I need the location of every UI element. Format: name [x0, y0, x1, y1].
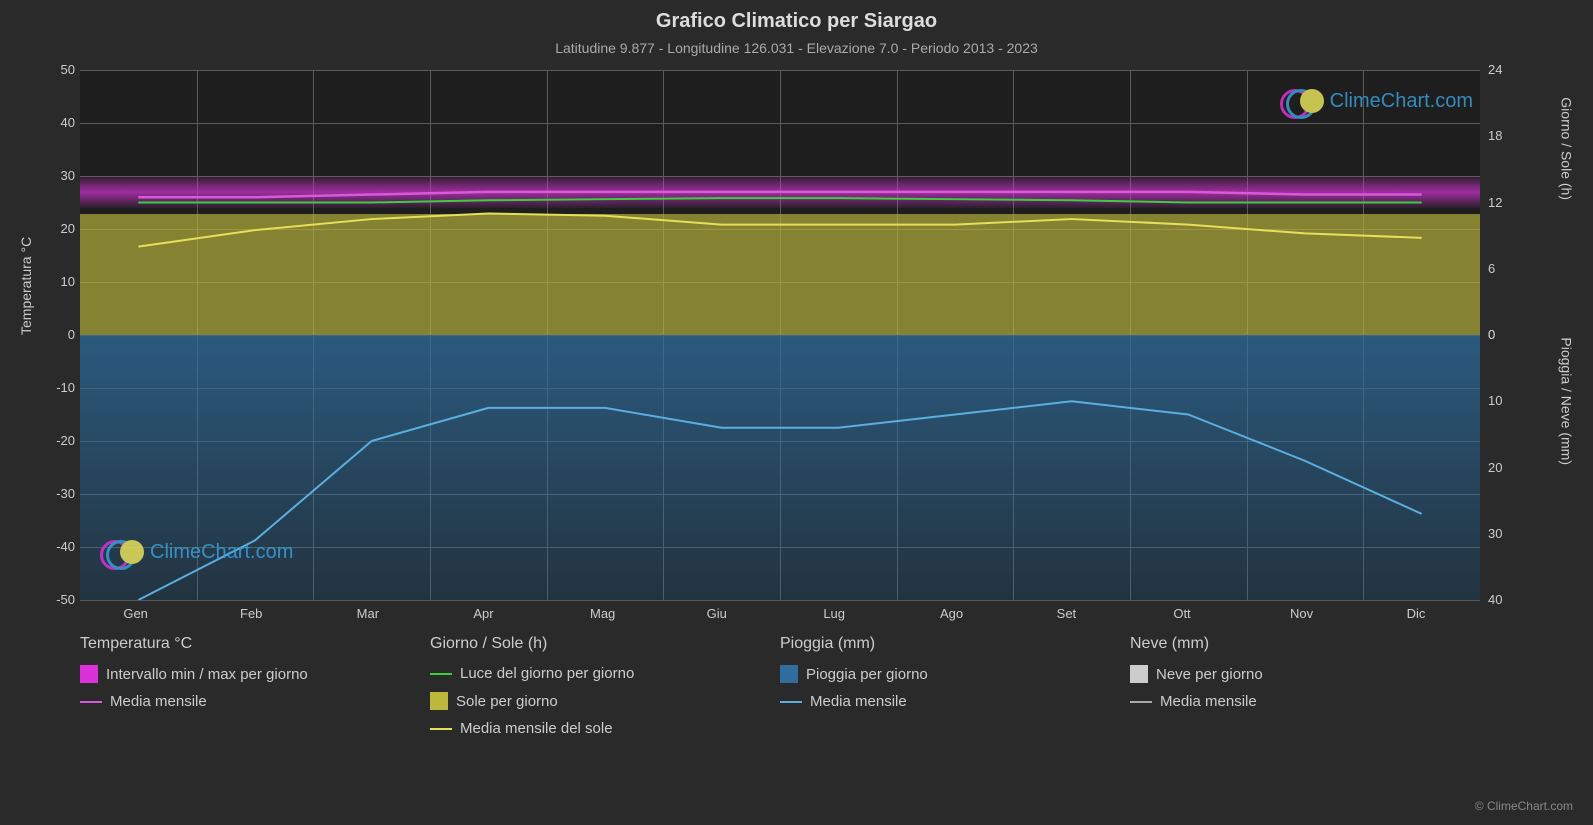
watermark-top: ClimeChart.com: [1280, 87, 1473, 115]
legend-col-snow: Neve (mm) Neve per giorno Media mensile: [1130, 635, 1480, 747]
chart-title: Grafico Climatico per Siargao: [0, 10, 1593, 33]
line-icon: [430, 673, 452, 675]
legend-col-rain: Pioggia (mm) Pioggia per giorno Media me…: [780, 635, 1130, 747]
legend-label: Luce del giorno per giorno: [460, 665, 634, 682]
legend: Temperatura °C Intervallo min / max per …: [80, 635, 1480, 747]
legend-label: Media mensile del sole: [460, 720, 613, 737]
watermark-text: ClimeChart.com: [1330, 90, 1473, 113]
legend-item-temp-range: Intervallo min / max per giorno: [80, 665, 410, 683]
legend-label: Media mensile: [1160, 693, 1257, 710]
legend-item-sun-bars: Sole per giorno: [430, 692, 760, 710]
legend-header-snow: Neve (mm): [1130, 635, 1460, 653]
swatch-icon: [780, 665, 798, 683]
swatch-icon: [430, 692, 448, 710]
legend-label: Sole per giorno: [456, 693, 558, 710]
legend-item-snow-mean: Media mensile: [1130, 693, 1460, 710]
copyright: © ClimeChart.com: [1475, 799, 1573, 813]
legend-item-rain-mean: Media mensile: [780, 693, 1110, 710]
legend-item-rain-bars: Pioggia per giorno: [780, 665, 1110, 683]
legend-header-sun: Giorno / Sole (h): [430, 635, 760, 653]
legend-item-snow-bars: Neve per giorno: [1130, 665, 1460, 683]
logo-icon: [1280, 87, 1324, 115]
legend-header-rain: Pioggia (mm): [780, 635, 1110, 653]
y-axis-right-top-label: Giorno / Sole (h): [1559, 97, 1575, 200]
line-icon: [80, 701, 102, 703]
climate-chart: Grafico Climatico per Siargao Latitudine…: [0, 0, 1593, 825]
legend-item-sun-mean: Media mensile del sole: [430, 720, 760, 737]
line-icon: [1130, 701, 1152, 703]
legend-item-daylight: Luce del giorno per giorno: [430, 665, 760, 682]
watermark-bottom: ClimeChart.com: [100, 538, 293, 566]
y-axis-left-label: Temperatura °C: [18, 237, 34, 335]
y-axis-right-bottom-label: Pioggia / Neve (mm): [1559, 337, 1575, 465]
legend-label: Neve per giorno: [1156, 666, 1263, 683]
legend-header-temp: Temperatura °C: [80, 635, 410, 653]
chart-subtitle: Latitudine 9.877 - Longitudine 126.031 -…: [0, 40, 1593, 56]
logo-icon: [100, 538, 144, 566]
line-icon: [780, 701, 802, 703]
swatch-icon: [80, 665, 98, 683]
legend-item-temp-mean: Media mensile: [80, 693, 410, 710]
legend-col-sun: Giorno / Sole (h) Luce del giorno per gi…: [430, 635, 780, 747]
legend-col-temp: Temperatura °C Intervallo min / max per …: [80, 635, 430, 747]
plot-area: [80, 70, 1480, 600]
legend-label: Media mensile: [110, 693, 207, 710]
legend-label: Media mensile: [810, 693, 907, 710]
watermark-text: ClimeChart.com: [150, 541, 293, 564]
legend-label: Intervallo min / max per giorno: [106, 666, 308, 683]
swatch-icon: [1130, 665, 1148, 683]
legend-label: Pioggia per giorno: [806, 666, 928, 683]
line-icon: [430, 728, 452, 730]
